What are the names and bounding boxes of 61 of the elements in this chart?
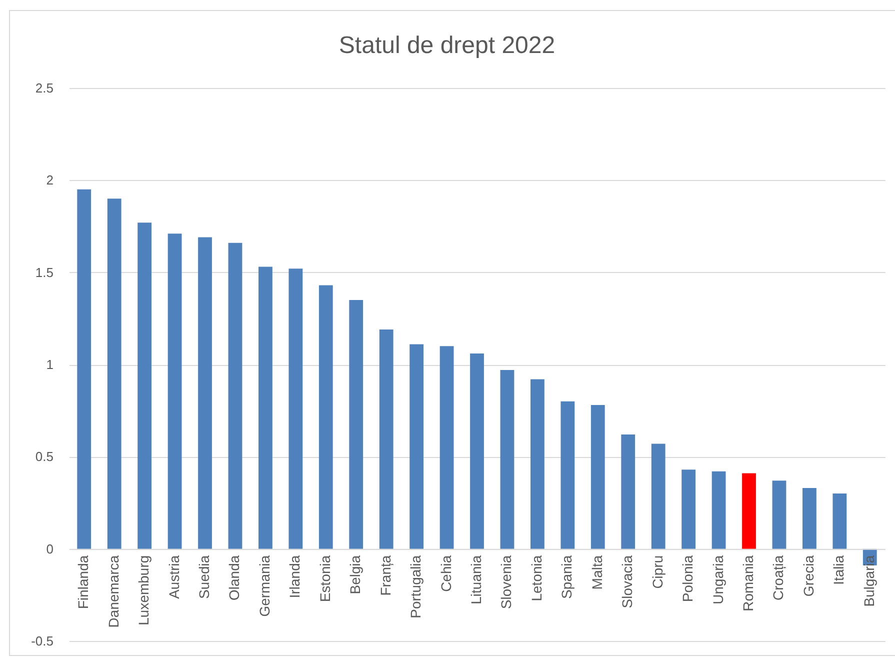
- bar: [470, 353, 484, 549]
- bar: [198, 237, 212, 549]
- x-tick-label: Germania: [256, 555, 272, 617]
- bar: [651, 444, 666, 549]
- bar: [590, 405, 605, 549]
- x-tick-label: Belgia: [347, 555, 364, 594]
- bar: [410, 344, 424, 549]
- x-tick-label: Italia: [830, 555, 847, 585]
- x-tick-label: Danemarca: [105, 555, 122, 628]
- bar: [682, 470, 696, 549]
- x-tick-label: Irlanda: [286, 555, 303, 598]
- bar: [379, 329, 394, 549]
- x-tick-label: Spania: [558, 555, 575, 599]
- x-tick-label: Malta: [588, 555, 605, 590]
- bar: [772, 480, 786, 549]
- x-tick-label: Romania: [740, 555, 756, 612]
- y-tick-label: 0.5: [35, 449, 54, 464]
- bar: [440, 346, 454, 549]
- x-tick-label: Luxemburg: [136, 555, 152, 626]
- bar: [500, 370, 514, 549]
- bar: [107, 198, 122, 549]
- bar: [168, 234, 182, 549]
- y-tick-label: 0: [46, 541, 54, 556]
- x-tick-label: Austria: [166, 555, 182, 599]
- x-tick-label: Slovenia: [498, 555, 514, 610]
- y-tick-label: 1.5: [35, 264, 54, 280]
- x-tick-label: Grecia: [800, 555, 816, 597]
- x-tick-label: Lituania: [468, 555, 484, 604]
- bar: [621, 434, 636, 549]
- bar: [318, 285, 333, 549]
- y-tick-label: -0.5: [31, 634, 54, 648]
- bar: [742, 473, 756, 549]
- x-tick-label: Cehia: [438, 555, 454, 592]
- bar: [832, 494, 847, 549]
- bar: [77, 189, 92, 549]
- y-tick-label: 2.5: [35, 80, 54, 96]
- x-tick-label: Croația: [770, 555, 786, 600]
- bar: [802, 488, 816, 549]
- x-tick-label: Slovacia: [619, 555, 636, 608]
- x-tick-label: Olanda: [226, 555, 242, 600]
- x-tick-label: Estonia: [316, 555, 333, 602]
- x-tick-label: Polonia: [680, 555, 696, 602]
- x-tick-label: Finlanda: [75, 555, 92, 610]
- x-tick-label: Letonia: [528, 555, 544, 602]
- bar: [530, 379, 544, 549]
- x-tick-label: Franța: [377, 555, 394, 596]
- bar: [228, 242, 242, 549]
- bar: [712, 471, 726, 549]
- bar: [258, 266, 272, 549]
- bar: [349, 300, 364, 549]
- x-tick-label: Portugalia: [408, 555, 424, 618]
- bar: [288, 268, 303, 549]
- x-tick-label: Cipru: [649, 555, 666, 589]
- x-tick-label: Suedia: [196, 555, 212, 599]
- y-tick-label: 2: [46, 172, 54, 188]
- bar: [138, 222, 152, 549]
- chart-title: Statul de drept 2022: [338, 32, 556, 59]
- bar: [560, 401, 575, 549]
- y-tick-label: 1: [46, 357, 54, 372]
- x-tick-label: Bulgaria: [860, 555, 877, 607]
- x-tick-label: Ungaria: [710, 555, 726, 604]
